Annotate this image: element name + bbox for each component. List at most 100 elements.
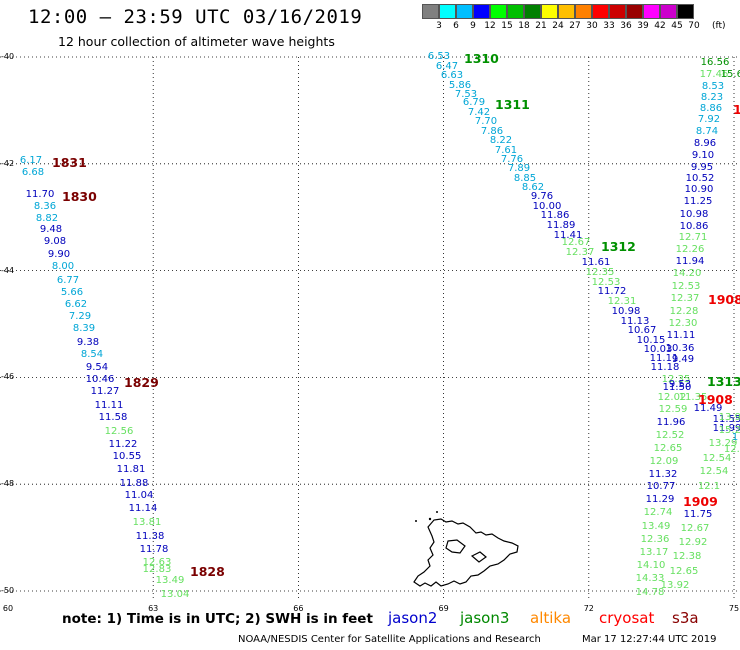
satellite-jason2: jason2	[388, 609, 438, 627]
wave-height-label: 11.41	[553, 230, 583, 241]
wave-height-label: 8.22	[489, 135, 513, 146]
wave-height-label: 7.70	[474, 116, 498, 127]
wave-height-label: 16.56	[700, 57, 730, 68]
wave-height-label: 13.81	[132, 517, 162, 528]
wave-height-label: 11.29	[645, 494, 675, 505]
wave-height-label: 12.67	[680, 523, 710, 534]
legend-unit: (ft)	[712, 21, 726, 31]
wave-height-label: 12.74	[643, 507, 673, 518]
wave-height-label: 6.17	[19, 155, 43, 166]
wave-height-label: 12.52	[655, 430, 685, 441]
wave-height-label: 6.53	[427, 51, 451, 62]
wave-height-label: 11.55	[712, 414, 740, 425]
legend-label: 30	[586, 21, 598, 31]
wave-height-label: 13.92	[660, 580, 690, 591]
satellite-jason3: jason3	[460, 609, 510, 627]
wave-height-label: 12.6	[723, 444, 740, 455]
wave-height-label: 9.54	[85, 362, 109, 373]
wave-height-label: 5.66	[60, 287, 84, 298]
wave-height-label: 15.26	[718, 425, 740, 436]
wave-height-label: 9.48	[39, 224, 63, 235]
lat-tick-label: -50	[1, 586, 15, 595]
wave-height-label: 10.36	[665, 343, 695, 354]
legend-label: 24	[552, 21, 564, 31]
wave-height-label: 11.13	[620, 316, 650, 327]
wave-height-label: 15.61	[720, 69, 740, 80]
wave-height-label: 14.10	[636, 560, 666, 571]
wave-height-label: 9.38	[76, 337, 100, 348]
wave-height-label: 13.49	[155, 575, 185, 586]
footer-credit: NOAA/NESDIS Center for Satellite Applica…	[238, 634, 541, 645]
legend-swatch	[439, 4, 456, 19]
wave-height-label: 6.63	[440, 70, 464, 81]
legend-label: 9	[470, 21, 476, 31]
wave-height-label: 12.26	[675, 244, 705, 255]
legend-label: 15	[501, 21, 513, 31]
wave-height-label: 7.42	[467, 107, 491, 118]
legend-swatch	[626, 4, 643, 19]
wave-height-label: 10.67	[627, 325, 657, 336]
wave-height-label: 12.28	[669, 306, 699, 317]
wave-height-label: 11.61	[581, 257, 611, 268]
wave-height-label: 10.03	[643, 344, 673, 355]
wave-height-label: 12.67	[561, 237, 591, 248]
wave-height-label: 12.63	[142, 557, 172, 568]
legend-swatch	[558, 4, 575, 19]
wave-height-label: 8.82	[35, 213, 59, 224]
wave-height-label: 11.32	[648, 469, 678, 480]
wave-height-label: 12.59	[658, 404, 688, 415]
wave-height-label: 6.79	[462, 97, 486, 108]
wave-height-label: 8.74	[695, 126, 719, 137]
pass-id-label: 1828	[190, 564, 225, 579]
wave-height-label: 5.86	[448, 80, 472, 91]
pass-id-label: 1909	[683, 494, 718, 509]
wave-height-label: 14.33	[635, 573, 665, 584]
wave-height-label: 10.15	[636, 335, 666, 346]
wave-height-label: 6.62	[64, 299, 88, 310]
legend-label: 70	[688, 21, 700, 31]
legend-label: 6	[453, 21, 459, 31]
wave-height-label: 10.90	[684, 184, 714, 195]
wave-height-label: 10.77	[646, 481, 676, 492]
wave-height-label: 11.38	[135, 531, 165, 542]
legend-label: 3	[436, 21, 442, 31]
wave-height-label: 8.53	[701, 81, 725, 92]
lon-tick-label: 66	[293, 604, 304, 613]
legend-label: 18	[518, 21, 530, 31]
wave-height-label: 12.54	[702, 453, 732, 464]
map-title: 12:00 – 23:59 UTC 03/16/2019	[28, 6, 363, 28]
wave-height-label: 11.11	[666, 330, 696, 341]
wave-height-label: 10.46	[85, 374, 115, 385]
wave-height-label: 7.29	[68, 311, 92, 322]
wave-height-label: 12.38	[672, 551, 702, 562]
legend-swatch	[541, 4, 558, 19]
wave-height-label: 1	[731, 432, 739, 443]
wave-height-label: 8.36	[33, 201, 57, 212]
graticule	[0, 56, 740, 600]
wave-height-label: 17.46	[699, 69, 729, 80]
wave-height-label: 7.86	[480, 126, 504, 137]
legend-swatch	[660, 4, 677, 19]
wave-height-label: 7.89	[507, 163, 531, 174]
legend-swatch	[592, 4, 609, 19]
footer-note: note: 1) Time is in UTC; 2) SWH is in fe…	[62, 611, 373, 627]
wave-height-label: 8.96	[693, 138, 717, 149]
wave-height-label: 11.35	[678, 392, 708, 403]
pass-id-label: 1831	[52, 155, 87, 170]
wave-height-label: 11.04	[124, 490, 154, 501]
wave-height-label: 11.22	[108, 439, 138, 450]
wave-height-label: 9.53	[668, 379, 692, 390]
wave-height-label: 8.54	[80, 349, 104, 360]
wave-height-label: 11.75	[683, 509, 713, 520]
wave-height-label: 8.86	[699, 103, 723, 114]
wave-height-label: 10.52	[685, 173, 715, 184]
wave-height-label: 11.88	[119, 478, 149, 489]
wave-height-label: 11.58	[98, 412, 128, 423]
wave-height-label: 11.86	[540, 210, 570, 221]
wave-height-label: 10.55	[112, 451, 142, 462]
wave-height-label: 12.65	[653, 443, 683, 454]
wave-height-label: 13.04	[160, 589, 190, 600]
lat-tick-label: -42	[1, 158, 15, 168]
wave-height-label: 10.86	[679, 221, 709, 232]
